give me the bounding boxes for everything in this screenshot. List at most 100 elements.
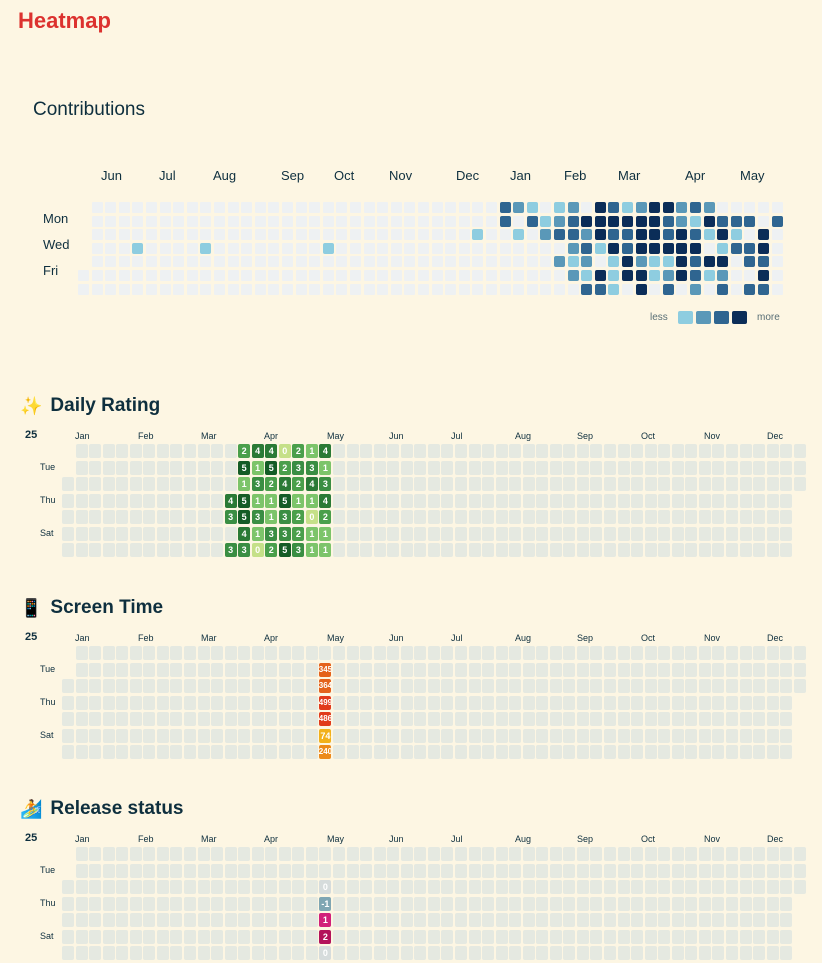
heatmap-cell[interactable] (265, 946, 278, 960)
heatmap-cell[interactable] (183, 929, 196, 944)
heatmap-cell[interactable] (238, 662, 251, 677)
heatmap-cell[interactable] (522, 695, 535, 710)
heatmap-cell[interactable] (766, 745, 779, 759)
heatmap-cell[interactable] (712, 477, 725, 491)
heatmap-cell[interactable] (644, 847, 657, 861)
contribution-cell[interactable] (186, 242, 198, 254)
heatmap-cell[interactable] (143, 477, 156, 491)
contribution-cell[interactable] (363, 215, 375, 227)
contribution-cell[interactable] (662, 256, 674, 268)
contribution-cell[interactable] (771, 283, 783, 295)
heatmap-cell[interactable] (590, 646, 603, 660)
heatmap-cell[interactable] (292, 662, 305, 677)
contribution-cell[interactable] (499, 202, 511, 213)
contribution-cell[interactable] (200, 215, 212, 227)
heatmap-cell[interactable] (441, 847, 454, 861)
heatmap-cell[interactable] (658, 646, 671, 660)
contribution-cell[interactable] (159, 202, 171, 213)
heatmap-cell[interactable] (725, 880, 738, 894)
heatmap-cell[interactable] (89, 543, 102, 557)
heatmap-cell[interactable] (143, 929, 156, 944)
contribution-cell[interactable] (404, 256, 416, 268)
heatmap-cell[interactable] (89, 946, 102, 960)
heatmap-value-cell[interactable]: 4 (251, 444, 264, 458)
heatmap-cell[interactable] (75, 526, 88, 541)
heatmap-cell[interactable] (197, 679, 210, 693)
contribution-cell[interactable] (186, 215, 198, 227)
heatmap-cell[interactable] (75, 646, 88, 660)
contribution-cell[interactable] (227, 256, 239, 268)
heatmap-cell[interactable] (766, 695, 779, 710)
heatmap-cell[interactable] (170, 526, 183, 541)
contribution-cell[interactable] (513, 202, 525, 213)
heatmap-cell[interactable] (183, 460, 196, 475)
heatmap-cell[interactable] (319, 847, 332, 861)
heatmap-cell[interactable] (590, 526, 603, 541)
heatmap-cell[interactable] (576, 863, 589, 878)
heatmap-cell[interactable] (725, 712, 738, 726)
heatmap-cell[interactable] (522, 728, 535, 743)
heatmap-cell[interactable] (183, 543, 196, 557)
heatmap-cell[interactable] (563, 543, 576, 557)
heatmap-cell[interactable] (495, 896, 508, 911)
contribution-cell[interactable] (540, 256, 552, 268)
heatmap-cell[interactable] (509, 510, 522, 524)
contribution-cell[interactable] (254, 229, 266, 241)
heatmap-cell[interactable] (522, 896, 535, 911)
heatmap-cell[interactable] (102, 913, 115, 927)
heatmap-cell[interactable] (360, 929, 373, 944)
heatmap-cell[interactable] (685, 510, 698, 524)
heatmap-cell[interactable] (129, 477, 142, 491)
heatmap-cell[interactable] (482, 929, 495, 944)
heatmap-cell[interactable] (536, 477, 549, 491)
heatmap-cell[interactable] (89, 679, 102, 693)
heatmap-cell[interactable] (766, 444, 779, 458)
heatmap-cell[interactable] (116, 695, 129, 710)
heatmap-value-cell[interactable]: 3 (265, 526, 278, 541)
heatmap-value-cell[interactable]: 1 (251, 493, 264, 508)
contribution-cell[interactable] (377, 229, 389, 241)
heatmap-cell[interactable] (373, 929, 386, 944)
contribution-cell[interactable] (295, 229, 307, 241)
heatmap-cell[interactable] (590, 460, 603, 475)
heatmap-cell[interactable] (360, 543, 373, 557)
heatmap-cell[interactable] (441, 745, 454, 759)
heatmap-cell[interactable] (617, 913, 630, 927)
heatmap-cell[interactable] (604, 526, 616, 541)
heatmap-value-cell[interactable]: 2 (319, 510, 332, 524)
heatmap-cell[interactable] (549, 946, 562, 960)
contribution-cell[interactable] (472, 242, 484, 254)
heatmap-cell[interactable] (739, 679, 752, 693)
heatmap-cell[interactable] (238, 646, 251, 660)
contribution-cell[interactable] (622, 242, 633, 254)
heatmap-value-cell[interactable]: 0 (305, 510, 318, 524)
contribution-cell[interactable] (418, 229, 429, 241)
heatmap-cell[interactable] (576, 679, 589, 693)
heatmap-cell[interactable] (89, 695, 102, 710)
heatmap-cell[interactable] (685, 493, 698, 508)
heatmap-cell[interactable] (536, 745, 549, 759)
heatmap-cell[interactable] (211, 543, 224, 557)
contribution-cell[interactable] (703, 256, 715, 268)
heatmap-cell[interactable] (658, 695, 671, 710)
heatmap-cell[interactable] (712, 847, 725, 861)
heatmap-cell[interactable] (468, 493, 481, 508)
heatmap-cell[interactable] (522, 847, 535, 861)
heatmap-cell[interactable] (698, 695, 711, 710)
heatmap-cell[interactable] (753, 679, 766, 693)
contribution-cell[interactable] (268, 242, 280, 254)
heatmap-cell[interactable] (631, 695, 644, 710)
heatmap-cell[interactable] (685, 526, 698, 541)
contribution-cell[interactable] (214, 229, 225, 241)
heatmap-cell[interactable] (183, 679, 196, 693)
contribution-cell[interactable] (594, 215, 606, 227)
contribution-cell[interactable] (268, 215, 280, 227)
heatmap-cell[interactable] (211, 510, 224, 524)
heatmap-cell[interactable] (333, 745, 345, 759)
contribution-cell[interactable] (390, 283, 402, 295)
contribution-cell[interactable] (118, 283, 130, 295)
contribution-cell[interactable] (227, 215, 239, 227)
contribution-cell[interactable] (526, 270, 538, 281)
contribution-cell[interactable] (730, 202, 742, 213)
contribution-cell[interactable] (295, 270, 307, 281)
